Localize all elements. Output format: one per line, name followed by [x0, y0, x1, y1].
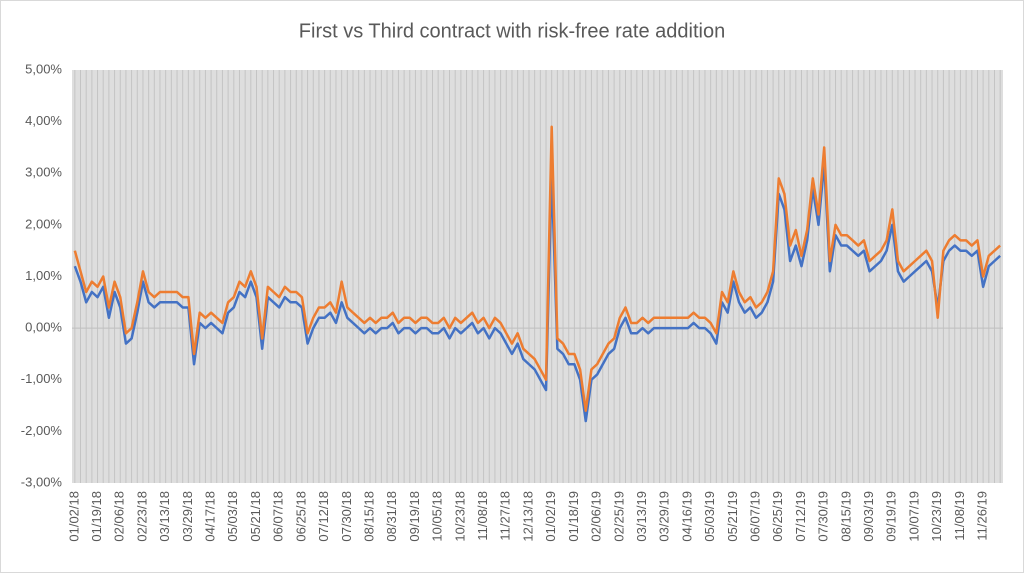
y-tick-label: 1,00%	[25, 268, 62, 283]
y-tick-label: -2,00%	[21, 423, 63, 438]
x-tick-label: 06/25/19	[770, 491, 785, 542]
x-tick-label: 02/06/19	[589, 491, 604, 542]
x-tick-label: 11/26/19	[975, 491, 990, 541]
x-tick-label: 04/16/19	[679, 491, 694, 542]
x-tick-label: 06/25/18	[293, 491, 308, 542]
series-line	[73, 161, 1002, 423]
x-tick-label: 09/19/19	[884, 491, 899, 542]
x-tick-label: 02/06/18	[112, 491, 127, 542]
series-line	[73, 125, 1002, 412]
x-tick-label: 03/29/18	[180, 491, 195, 542]
x-tick-label: 03/13/18	[157, 491, 172, 542]
x-tick-label: 05/03/19	[702, 491, 717, 542]
y-tick-label: 4,00%	[25, 113, 62, 128]
x-tick-label: 07/30/18	[339, 491, 354, 542]
x-tick-label: 11/08/19	[952, 491, 967, 541]
x-tick-label: 05/21/18	[248, 491, 263, 542]
y-tick-label: 0,00%	[25, 320, 62, 335]
x-tick-label: 10/05/18	[430, 491, 445, 542]
x-tick-label: 07/12/18	[316, 491, 331, 542]
x-tick-label: 01/02/19	[543, 491, 558, 542]
x-tick-label: 05/21/19	[725, 491, 740, 542]
y-tick-label: 5,00%	[25, 61, 62, 76]
x-tick-label: 01/18/19	[566, 491, 581, 542]
x-tick-label: 06/07/18	[271, 491, 286, 542]
x-tick-label: 03/13/19	[634, 491, 649, 542]
x-tick-label: 10/23/19	[929, 491, 944, 542]
chart-title: First vs Third contract with risk-free r…	[299, 20, 725, 42]
plot-area	[72, 70, 1003, 483]
x-tick-label: 07/30/19	[816, 491, 831, 542]
x-tick-label: 12/13/18	[520, 491, 535, 542]
x-tick-label: 01/19/18	[89, 491, 104, 542]
x-tick-label: 08/31/18	[384, 491, 399, 542]
x-tick-label: 09/03/19	[861, 491, 876, 542]
x-tick-label: 05/03/18	[225, 491, 240, 542]
y-tick-label: 3,00%	[25, 165, 62, 180]
y-tick-label: -3,00%	[21, 474, 63, 489]
y-tick-label: -1,00%	[21, 371, 63, 386]
x-tick-label: 06/07/19	[747, 491, 762, 542]
x-tick-label: 02/25/19	[611, 491, 626, 542]
x-tick-label: 01/02/18	[66, 491, 81, 542]
x-tick-label: 10/23/18	[452, 491, 467, 542]
x-tick-label: 03/29/19	[657, 491, 672, 542]
x-tick-label: 08/15/18	[361, 491, 376, 542]
x-tick-label: 09/19/18	[407, 491, 422, 542]
x-tick-label: 07/12/19	[793, 491, 808, 542]
y-tick-label: 2,00%	[25, 216, 62, 231]
x-tick-label: 04/17/18	[203, 491, 218, 542]
x-tick-label: 02/23/18	[134, 491, 149, 542]
x-tick-label: 11/27/18	[498, 491, 513, 541]
x-tick-label: 11/08/18	[475, 491, 490, 541]
x-tick-label: 10/07/19	[906, 491, 921, 542]
x-tick-label: 08/15/19	[838, 491, 853, 542]
